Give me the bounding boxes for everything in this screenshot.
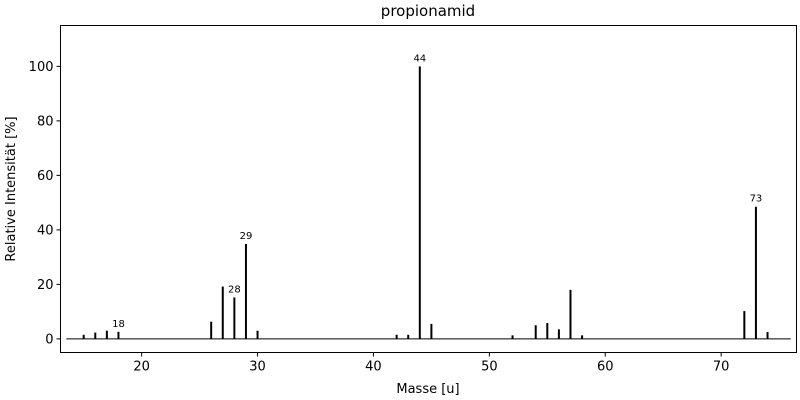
x-tick-label: 40	[365, 360, 382, 375]
y-tick-label: 100	[29, 60, 54, 75]
y-axis-ticks: 0 20 40 60 80 100	[29, 60, 61, 347]
x-tick-label: 50	[481, 360, 498, 375]
chart-title: propionamid	[381, 2, 475, 20]
y-axis-label: Relative Intensität [%]	[4, 116, 19, 261]
plot-frame	[60, 25, 797, 353]
y-tick-label: 20	[37, 278, 54, 293]
y-tick-label: 80	[37, 114, 54, 129]
y-tick-label: 60	[37, 169, 54, 184]
x-axis-ticks: 20 30 40 50 60 70	[133, 352, 730, 375]
x-tick-label: 60	[597, 360, 614, 375]
x-tick-label: 30	[249, 360, 266, 375]
peak-labels: 18 28 29 44 73	[112, 53, 762, 329]
peak-label: 28	[228, 284, 241, 295]
peak-label: 73	[750, 194, 763, 205]
y-tick-label: 40	[37, 223, 54, 238]
peak-label: 18	[112, 319, 125, 330]
y-tick-label: 0	[45, 332, 53, 347]
peak-bars	[82, 66, 769, 339]
x-axis-label: Masse [u]	[396, 382, 459, 397]
x-tick-label: 70	[713, 360, 730, 375]
peak-label: 29	[240, 231, 253, 242]
x-tick-label: 20	[133, 360, 150, 375]
peak-label: 44	[413, 53, 426, 64]
